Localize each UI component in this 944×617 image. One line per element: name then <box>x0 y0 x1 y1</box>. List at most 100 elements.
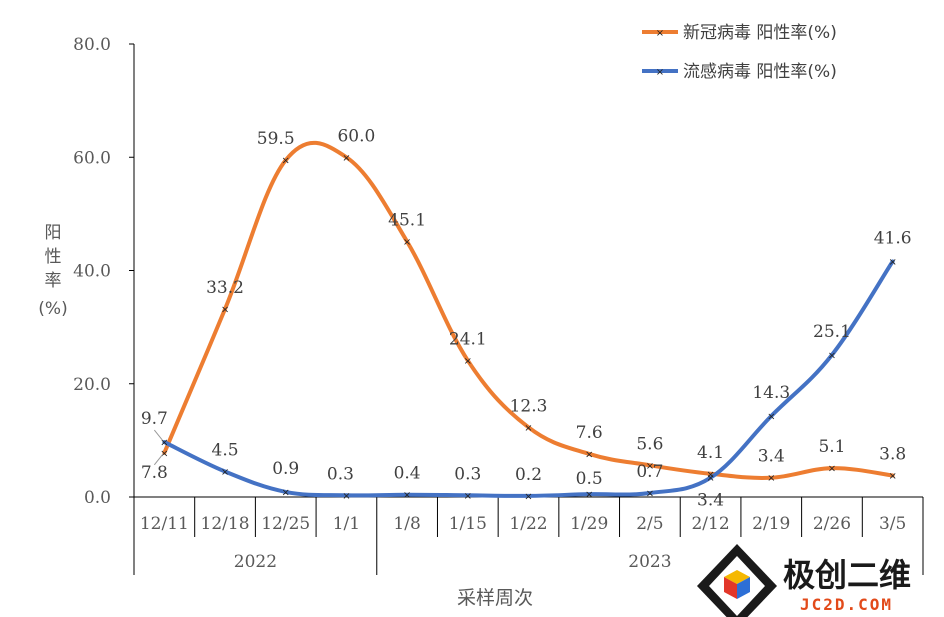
covid-data-label: 59.5 <box>257 129 295 149</box>
covid-data-label: 7.8 <box>141 463 168 483</box>
flu-point: × <box>403 490 411 501</box>
flu-point: × <box>282 487 290 498</box>
label-leader-line <box>153 454 163 466</box>
x-tick-label: 12/11 <box>140 514 189 534</box>
flu-point: × <box>464 491 472 502</box>
x-tick-label: 12/25 <box>261 514 310 534</box>
y-tick-labels: 0.0 20.0 40.0 60.0 80.0 <box>73 35 134 508</box>
y-tick-label: 20.0 <box>73 375 111 395</box>
legend-marker-covid: × <box>656 28 664 39</box>
legend: × 新冠病毒 阳性率(%) × 流感病毒 阳性率(%) <box>642 23 837 82</box>
covid-data-label: 60.0 <box>337 126 375 146</box>
flu-data-label: 0.5 <box>576 469 603 489</box>
flu-data-label: 25.1 <box>813 322 851 342</box>
flu-point: × <box>706 473 714 484</box>
y-axis-title-unit: (%) <box>38 299 67 319</box>
y-axis-title-char-1: 阳 <box>45 223 62 243</box>
flu-point: × <box>585 490 593 501</box>
covid-data-label: 7.6 <box>576 423 603 443</box>
flu-point: × <box>160 438 168 449</box>
flu-data-label: 0.2 <box>515 465 542 485</box>
x-axis-title: 采样周次 <box>457 587 533 609</box>
y-axis-title: 阳 性 率 (%) <box>38 223 67 319</box>
covid-point: × <box>706 469 714 480</box>
covid-series-line <box>162 140 895 480</box>
y-axis-title-char-2: 性 <box>45 247 62 267</box>
covid-data-label: 5.1 <box>818 437 845 457</box>
flu-data-label: 0.3 <box>454 464 481 484</box>
covid-point: × <box>767 473 775 484</box>
flu-data-label: 9.7 <box>141 409 168 429</box>
covid-data-label: 4.1 <box>697 443 724 463</box>
covid-data-label: 24.1 <box>449 330 487 350</box>
flu-data-label: 14.3 <box>752 383 790 403</box>
watermark-text-en: JC2D.COM <box>800 595 893 614</box>
x-tick-label: 12/18 <box>201 514 250 534</box>
cube-logo-icon <box>697 544 777 617</box>
data-labels: 7.8 33.2 59.5 60.0 45.1 24.1 12.3 7.6 5.6 4.1 3.4 5… <box>141 126 912 510</box>
y-axis-title-char-3: 率 <box>45 271 62 291</box>
flu-data-label: 0.9 <box>272 459 299 479</box>
covid-data-label: 45.1 <box>388 211 426 231</box>
covid-point: × <box>646 461 654 472</box>
x-tick-label: 1/8 <box>393 514 420 534</box>
y-tick-label: 40.0 <box>73 262 111 282</box>
covid-point: × <box>585 449 593 460</box>
covid-data-label: 33.2 <box>206 278 244 298</box>
covid-data-label: 5.6 <box>636 434 663 454</box>
covid-point: × <box>342 153 350 164</box>
covid-point: × <box>403 237 411 248</box>
x-tick-labels: 12/11 12/18 12/25 1/1 1/8 1/15 1/22 1/29 2/5 2/12… <box>140 514 906 572</box>
label-leader-line <box>153 429 163 441</box>
covid-point: × <box>524 423 532 434</box>
data-markers: ××× ××××××× ×××××× × × × × × ××××× <box>160 153 897 503</box>
flu-point: × <box>221 467 229 478</box>
x-tick-label: 2/5 <box>636 514 663 534</box>
flu-point: × <box>646 489 654 500</box>
covid-point: × <box>888 471 896 482</box>
flu-data-label: 0.7 <box>636 462 663 482</box>
flu-point: × <box>888 257 896 268</box>
watermark-text-cn: 极创二维 <box>783 556 911 594</box>
legend-marker-flu: × <box>656 67 664 78</box>
legend-label-covid: 新冠病毒 阳性率(%) <box>683 23 837 43</box>
flu-point: × <box>524 491 532 502</box>
flu-point: × <box>828 350 836 361</box>
axes <box>133 44 924 575</box>
flu-data-label: 4.5 <box>212 441 239 461</box>
flu-data-label: 41.6 <box>874 228 912 248</box>
y-tick-label: 60.0 <box>73 148 111 168</box>
legend-item-covid: × 新冠病毒 阳性率(%) <box>642 23 837 43</box>
flu-data-label: 0.3 <box>327 464 354 484</box>
flu-data-label: 0.4 <box>394 464 421 484</box>
x-tick-label: 1/22 <box>509 514 547 534</box>
x-tick-label: 1/15 <box>449 514 487 534</box>
watermark-logo: 极创二维 JC2D.COM <box>697 544 911 617</box>
covid-point: × <box>282 156 290 167</box>
flu-series-line <box>162 259 895 498</box>
y-tick-label: 0.0 <box>84 488 111 508</box>
flu-point: × <box>767 412 775 423</box>
x-tick-label: 3/5 <box>879 514 906 534</box>
x-tick-label: 1/1 <box>333 514 360 534</box>
covid-point: × <box>464 356 472 367</box>
covid-point: × <box>828 464 836 475</box>
covid-data-label: 3.4 <box>758 447 785 467</box>
covid-point: × <box>221 305 229 316</box>
x-group-label: 2023 <box>628 552 671 572</box>
covid-point: × <box>160 448 168 459</box>
series-lines <box>162 140 895 498</box>
x-tick-label: 2/12 <box>691 514 729 534</box>
flu-point: × <box>342 491 350 502</box>
covid-data-label: 3.8 <box>879 444 906 464</box>
legend-item-flu: × 流感病毒 阳性率(%) <box>642 62 837 82</box>
y-tick-label: 80.0 <box>73 35 111 55</box>
covid-data-label: 12.3 <box>510 396 548 416</box>
x-group-label: 2022 <box>234 552 277 572</box>
x-tick-label: 2/19 <box>752 514 790 534</box>
x-tick-label: 1/29 <box>570 514 608 534</box>
x-tick-label: 2/26 <box>813 514 851 534</box>
flu-data-label: 3.4 <box>697 491 724 511</box>
legend-label-flu: 流感病毒 阳性率(%) <box>683 62 837 82</box>
